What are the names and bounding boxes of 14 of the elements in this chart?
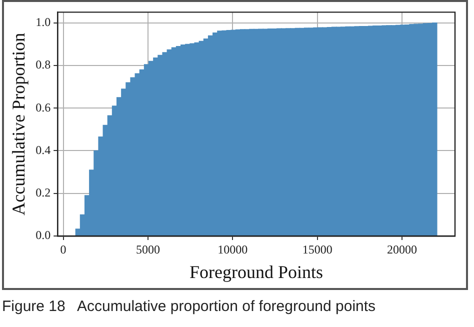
x-axis-title: Foreground Points [190, 262, 324, 282]
x-tick-label: 15000 [302, 242, 332, 256]
y-tick-label: 0.2 [36, 186, 51, 200]
y-tick-label: 0.4 [36, 142, 51, 157]
y-tick-label: 0.6 [36, 100, 51, 114]
caption: Figure 18 Accumulative proportion of foreground points [2, 298, 377, 315]
x-tick-label: 20000 [387, 242, 418, 256]
y-axis-title: Accumulative Proportion [8, 32, 29, 216]
x-tick-label: 10000 [218, 242, 248, 256]
x-tick-label: 0 [60, 242, 66, 256]
y-tick-label: 1.0 [36, 15, 51, 30]
y-tick-label: 0.8 [36, 58, 51, 72]
x-tick-label: 5000 [136, 242, 160, 256]
y-tick-label: 0.0 [36, 228, 51, 242]
